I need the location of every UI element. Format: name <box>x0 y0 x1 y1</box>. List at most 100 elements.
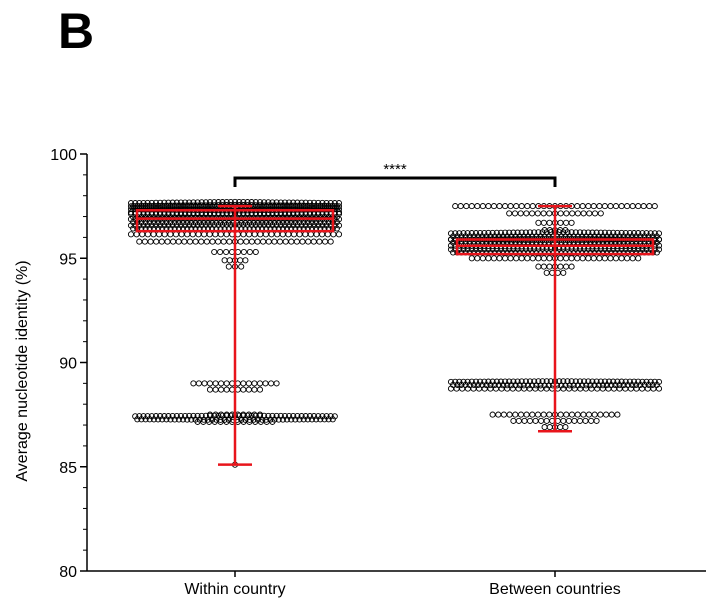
data-point <box>490 255 498 262</box>
data-point <box>147 238 154 245</box>
data-point <box>170 238 177 245</box>
data-point <box>243 238 250 245</box>
data-point <box>288 416 295 423</box>
data-point <box>633 381 640 389</box>
data-point <box>502 203 509 210</box>
data-point <box>331 203 338 210</box>
data-point <box>221 257 228 264</box>
data-point <box>288 238 295 245</box>
data-point <box>540 263 547 270</box>
data-point <box>568 411 576 418</box>
data-point <box>562 382 569 389</box>
data-point <box>223 380 230 387</box>
data-point <box>583 382 590 389</box>
data-point <box>512 411 519 418</box>
data-point <box>529 411 536 418</box>
data-point <box>330 231 337 238</box>
data-point <box>300 416 307 423</box>
data-point <box>607 255 614 262</box>
data-point <box>610 385 618 392</box>
data-point <box>223 231 230 238</box>
data-point <box>238 219 245 226</box>
data-point <box>568 263 575 270</box>
box-plots <box>135 204 655 466</box>
data-point <box>603 382 611 389</box>
data-point <box>206 231 213 238</box>
data-point <box>628 381 636 389</box>
data-point <box>327 199 334 207</box>
data-point <box>601 255 608 262</box>
panel-label: B <box>58 3 95 59</box>
y-tick-label: 95 <box>59 251 77 268</box>
data-point <box>327 203 334 210</box>
data-point <box>585 411 593 418</box>
data-point <box>557 424 564 431</box>
data-point <box>245 380 252 387</box>
data-point <box>206 380 214 387</box>
data-point <box>321 203 328 210</box>
data-point <box>523 411 530 418</box>
y-tick-label: 80 <box>59 564 77 581</box>
data-point <box>487 382 494 389</box>
data-point <box>492 385 500 392</box>
data-point <box>459 385 466 392</box>
data-point <box>535 219 542 226</box>
data-point <box>310 238 317 245</box>
data-point <box>302 231 309 238</box>
data-point <box>225 219 232 226</box>
y-tick-label: 85 <box>59 460 77 477</box>
data-point <box>543 269 550 276</box>
data-point <box>620 382 627 389</box>
data-point <box>217 418 224 425</box>
data-point <box>144 231 151 238</box>
data-point <box>212 380 219 387</box>
data-point <box>274 231 281 238</box>
data-point <box>325 203 332 210</box>
data-point <box>144 413 151 420</box>
data-point <box>163 416 170 423</box>
data-point <box>557 263 564 270</box>
data-point <box>580 411 587 418</box>
data-point <box>456 230 463 237</box>
data-point <box>329 416 336 423</box>
data-point <box>242 257 249 264</box>
data-point <box>217 416 224 423</box>
data-point <box>212 231 219 238</box>
data-point <box>587 382 594 389</box>
data-point <box>195 231 202 238</box>
data-point <box>211 418 218 425</box>
data-point <box>315 199 322 206</box>
data-point <box>506 411 513 418</box>
data-point <box>507 203 514 210</box>
data-point <box>201 231 208 238</box>
data-point <box>263 418 270 425</box>
data-point <box>523 210 530 217</box>
data-point <box>136 413 143 420</box>
data-point <box>218 386 225 393</box>
data-point <box>322 238 329 245</box>
data-point <box>158 238 165 245</box>
data-point <box>585 203 592 210</box>
data-point <box>240 386 247 393</box>
data-point <box>327 413 334 420</box>
x-tick-label: Within country <box>184 581 285 598</box>
data-point <box>616 382 623 389</box>
data-point <box>485 203 492 210</box>
data-point <box>268 231 275 238</box>
data-point <box>540 219 547 226</box>
data-point <box>206 418 213 425</box>
data-point <box>257 231 264 238</box>
data-point <box>618 203 625 210</box>
data-point <box>220 238 227 245</box>
data-point <box>624 203 631 210</box>
data-point <box>579 203 586 210</box>
data-point <box>200 418 207 425</box>
data-point <box>597 210 604 217</box>
data-point <box>546 411 553 418</box>
data-point <box>529 203 536 210</box>
data-point <box>489 411 496 418</box>
data-point <box>507 255 514 262</box>
data-point <box>290 231 298 238</box>
data-point <box>566 385 573 392</box>
